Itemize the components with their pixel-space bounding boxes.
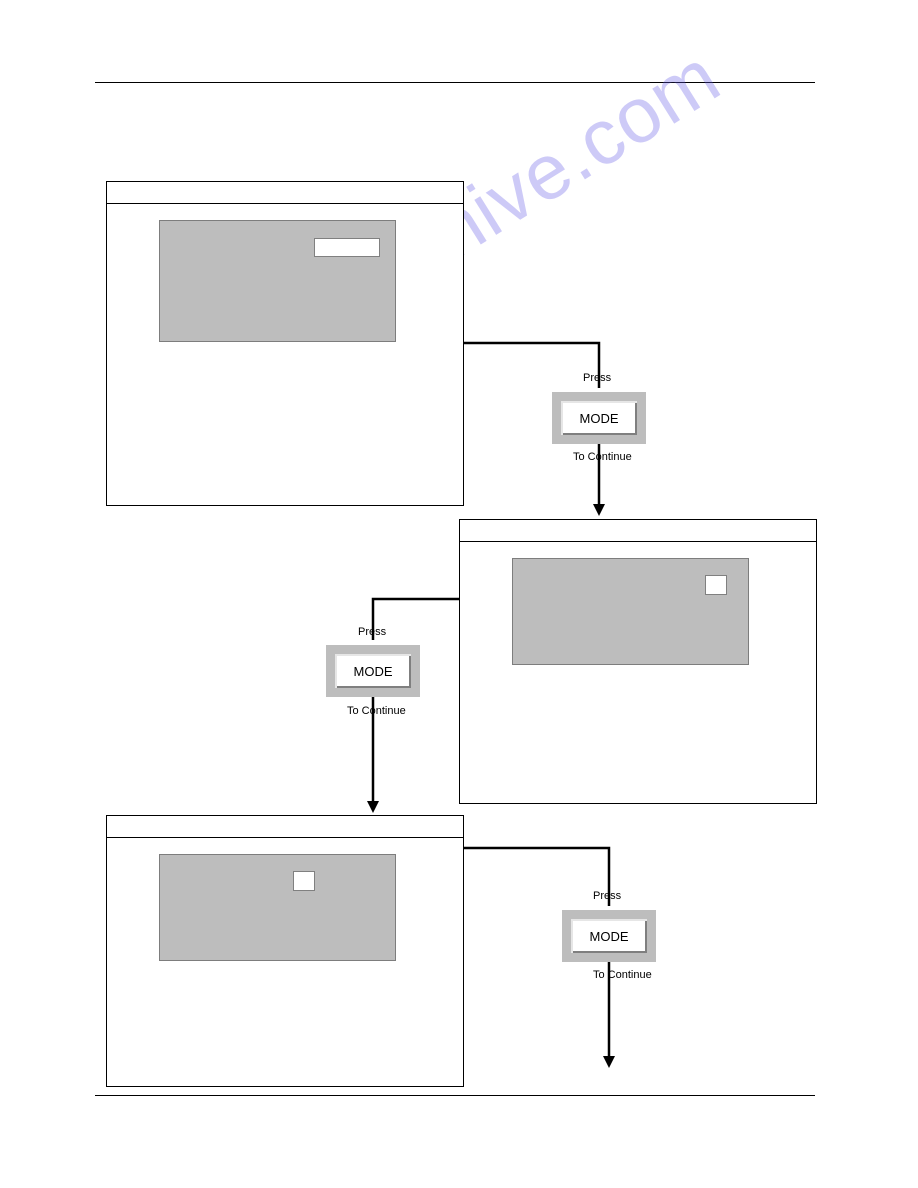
mode-button-2[interactable]: MODE [326,645,420,697]
panel-1-display-box [314,238,380,257]
panel-2-display-box [705,575,727,595]
press-label-1: Press [583,372,611,384]
arrow-2-down [366,697,386,822]
panel-3-display [159,854,396,961]
panel-1 [106,181,464,506]
mode-button-1[interactable]: MODE [552,392,646,444]
mode-button-2-label: MODE [354,664,393,679]
press-label-3: Press [593,890,621,902]
header-rule [95,82,815,83]
mode-button-3-label: MODE [590,929,629,944]
arrow-1-down [592,444,612,524]
mode-button-3[interactable]: MODE [562,910,656,962]
mode-button-1-label: MODE [580,411,619,426]
panel-2-display [512,558,749,665]
panel-2 [459,519,817,804]
panel-3 [106,815,464,1087]
panel-2-header [460,520,816,542]
panel-1-display [159,220,396,342]
footer-rule [95,1095,815,1096]
panel-3-display-box [293,871,315,891]
press-label-2: Press [358,626,386,638]
panel-1-header [107,182,463,204]
panel-3-header [107,816,463,838]
arrow-3-down [602,962,622,1077]
